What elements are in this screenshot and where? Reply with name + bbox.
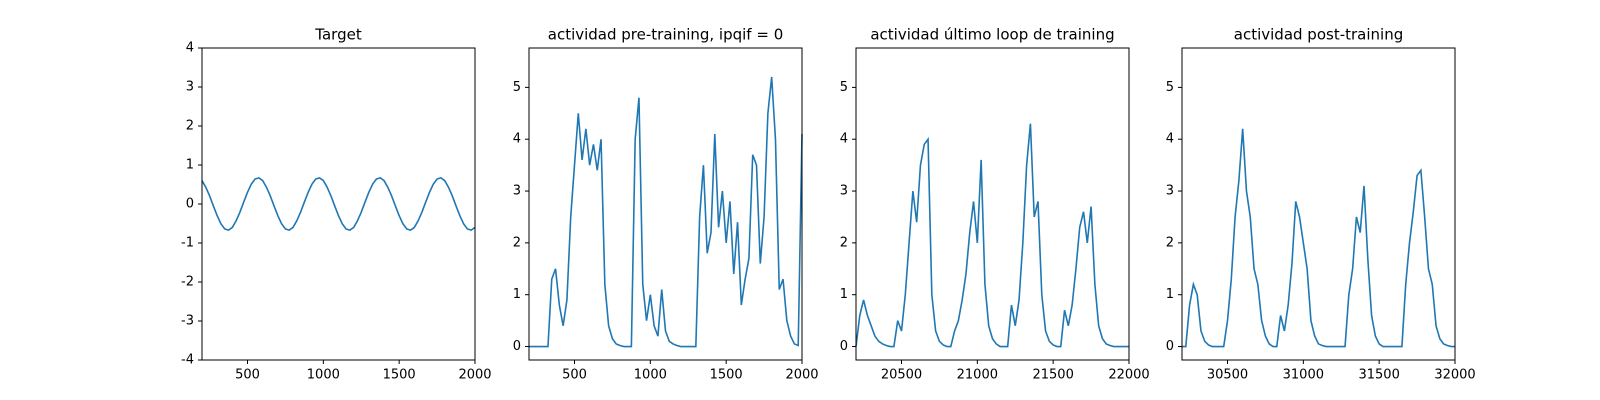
y-tick-label: 0 [513, 339, 521, 354]
y-tick-label: 2 [513, 235, 521, 250]
y-tick-label: 1 [1166, 287, 1174, 302]
y-tick-label: 2 [1166, 235, 1174, 250]
x-tick-label: 2000 [458, 368, 491, 383]
x-tick-label: 32000 [1434, 368, 1475, 383]
y-tick-label: 1 [186, 158, 194, 173]
y-tick-label: 0 [840, 339, 848, 354]
data-line [855, 123, 1129, 348]
axes-frame [528, 47, 803, 361]
y-tick-label: 3 [1166, 184, 1174, 199]
y-tick-label: 5 [1166, 80, 1174, 95]
x-tick-label: 20500 [881, 368, 922, 383]
x-tick-label: 21000 [957, 368, 998, 383]
data-line [1182, 128, 1455, 348]
y-tick-label: -1 [181, 236, 194, 251]
y-tick-label: 0 [1166, 339, 1174, 354]
y-tick-label: 4 [1166, 132, 1174, 147]
y-tick-label: 3 [186, 80, 194, 95]
subplot-title: actividad último loop de training [870, 26, 1114, 44]
x-tick-label: 1500 [383, 368, 416, 383]
x-tick-label: 1000 [634, 368, 667, 383]
y-tick-label: 4 [513, 132, 521, 147]
subplot-title: actividad post-training [1234, 26, 1403, 44]
x-tick-label: 500 [562, 368, 587, 383]
y-tick-label: 1 [840, 287, 848, 302]
y-tick-label: 0 [186, 197, 194, 212]
y-tick-label: 3 [840, 184, 848, 199]
data-line [529, 76, 803, 348]
y-tick-label: 5 [840, 80, 848, 95]
x-tick-label: 2000 [785, 368, 818, 383]
y-tick-label: 3 [513, 184, 521, 199]
data-line [201, 176, 476, 232]
x-tick-label: 500 [235, 368, 260, 383]
axes-frame [1181, 47, 1456, 361]
x-tick-label: 1000 [307, 368, 340, 383]
x-tick-label: 31500 [1358, 368, 1399, 383]
x-tick-label: 31000 [1283, 368, 1324, 383]
y-tick-label: 4 [186, 41, 194, 56]
x-tick-label: 22000 [1108, 368, 1149, 383]
y-tick-label: -4 [181, 353, 194, 368]
y-tick-label: -3 [181, 314, 194, 329]
axes-frame [855, 47, 1130, 361]
subplot-title: Target [314, 26, 362, 44]
y-tick-label: 1 [513, 287, 521, 302]
x-tick-label: 1500 [710, 368, 743, 383]
y-tick-label: 5 [513, 80, 521, 95]
y-tick-label: 2 [840, 235, 848, 250]
y-tick-label: 2 [186, 119, 194, 134]
subplot-title: actividad pre-training, ipqif = 0 [548, 26, 784, 44]
x-tick-label: 30500 [1207, 368, 1248, 383]
axes-frame [201, 47, 476, 361]
y-tick-label: -2 [181, 275, 194, 290]
x-tick-label: 21500 [1032, 368, 1073, 383]
y-tick-label: 4 [840, 132, 848, 147]
